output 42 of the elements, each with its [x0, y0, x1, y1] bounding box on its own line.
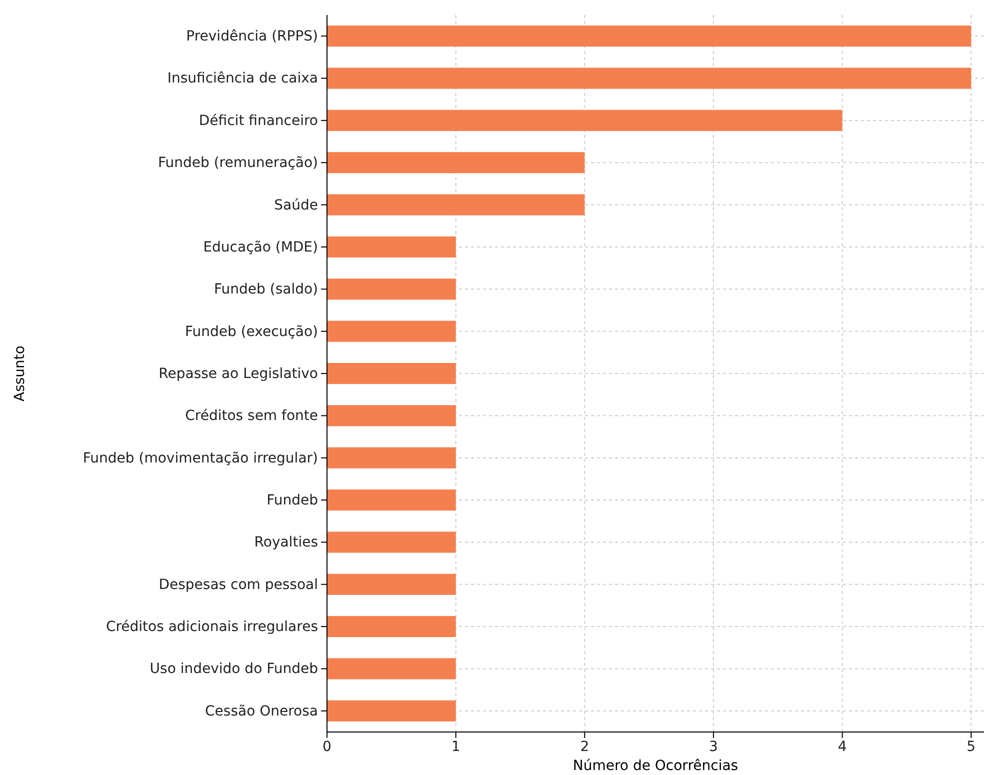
- y-axis-title: Assunto: [12, 346, 28, 402]
- y-tick-label: Créditos sem fonte: [185, 408, 318, 424]
- y-tick-label: Fundeb (movimentação irregular): [82, 450, 318, 466]
- y-tick-label: Fundeb (saldo): [214, 282, 318, 298]
- bar: [327, 320, 456, 342]
- y-tick-label: Royalties: [254, 534, 318, 551]
- bar: [327, 236, 456, 258]
- bar: [327, 574, 456, 595]
- bar: [327, 194, 585, 216]
- y-tick-label: Fundeb (execução): [184, 324, 318, 340]
- x-tick-label: 0: [322, 738, 332, 755]
- y-tick-label: Cessão Onerosa: [205, 703, 318, 720]
- x-axis-title: Número de Ocorrências: [572, 758, 738, 774]
- y-tick-label: Despesas com pessoal: [158, 576, 318, 593]
- y-tick-label: Saúde: [274, 197, 318, 214]
- bar: [327, 405, 456, 426]
- bar: [327, 152, 585, 174]
- x-tick-label: 1: [451, 738, 460, 755]
- x-tick-label: 3: [709, 738, 718, 755]
- x-tick-label: 5: [966, 738, 976, 755]
- y-tick-label: Uso indevido do Fundeb: [150, 661, 318, 678]
- bar: [327, 489, 456, 511]
- bar: [327, 532, 456, 553]
- bar: [327, 110, 842, 131]
- y-tick-label: Créditos adicionais irregulares: [106, 619, 318, 636]
- bar: [327, 26, 972, 47]
- bar: [327, 616, 456, 638]
- y-tick-label: Fundeb (remuneração): [158, 155, 318, 172]
- x-tick-label: 2: [580, 738, 590, 755]
- bar: [327, 278, 456, 300]
- bar: [327, 362, 456, 384]
- bar: [327, 68, 972, 89]
- bar: [327, 447, 456, 468]
- y-tick-label: Déficit financeiro: [198, 112, 318, 129]
- x-tick-label: 4: [838, 738, 847, 755]
- y-tick-label: Repasse ao Legislativo: [158, 366, 318, 382]
- y-tick-label: Insuficiência de caixa: [167, 70, 318, 87]
- y-tick-label: Previdência (RPPS): [186, 28, 318, 45]
- y-tick-label: Educação (MDE): [203, 239, 318, 256]
- bar: [327, 658, 456, 680]
- bar: [327, 700, 456, 722]
- y-tick-label: Fundeb: [266, 492, 318, 509]
